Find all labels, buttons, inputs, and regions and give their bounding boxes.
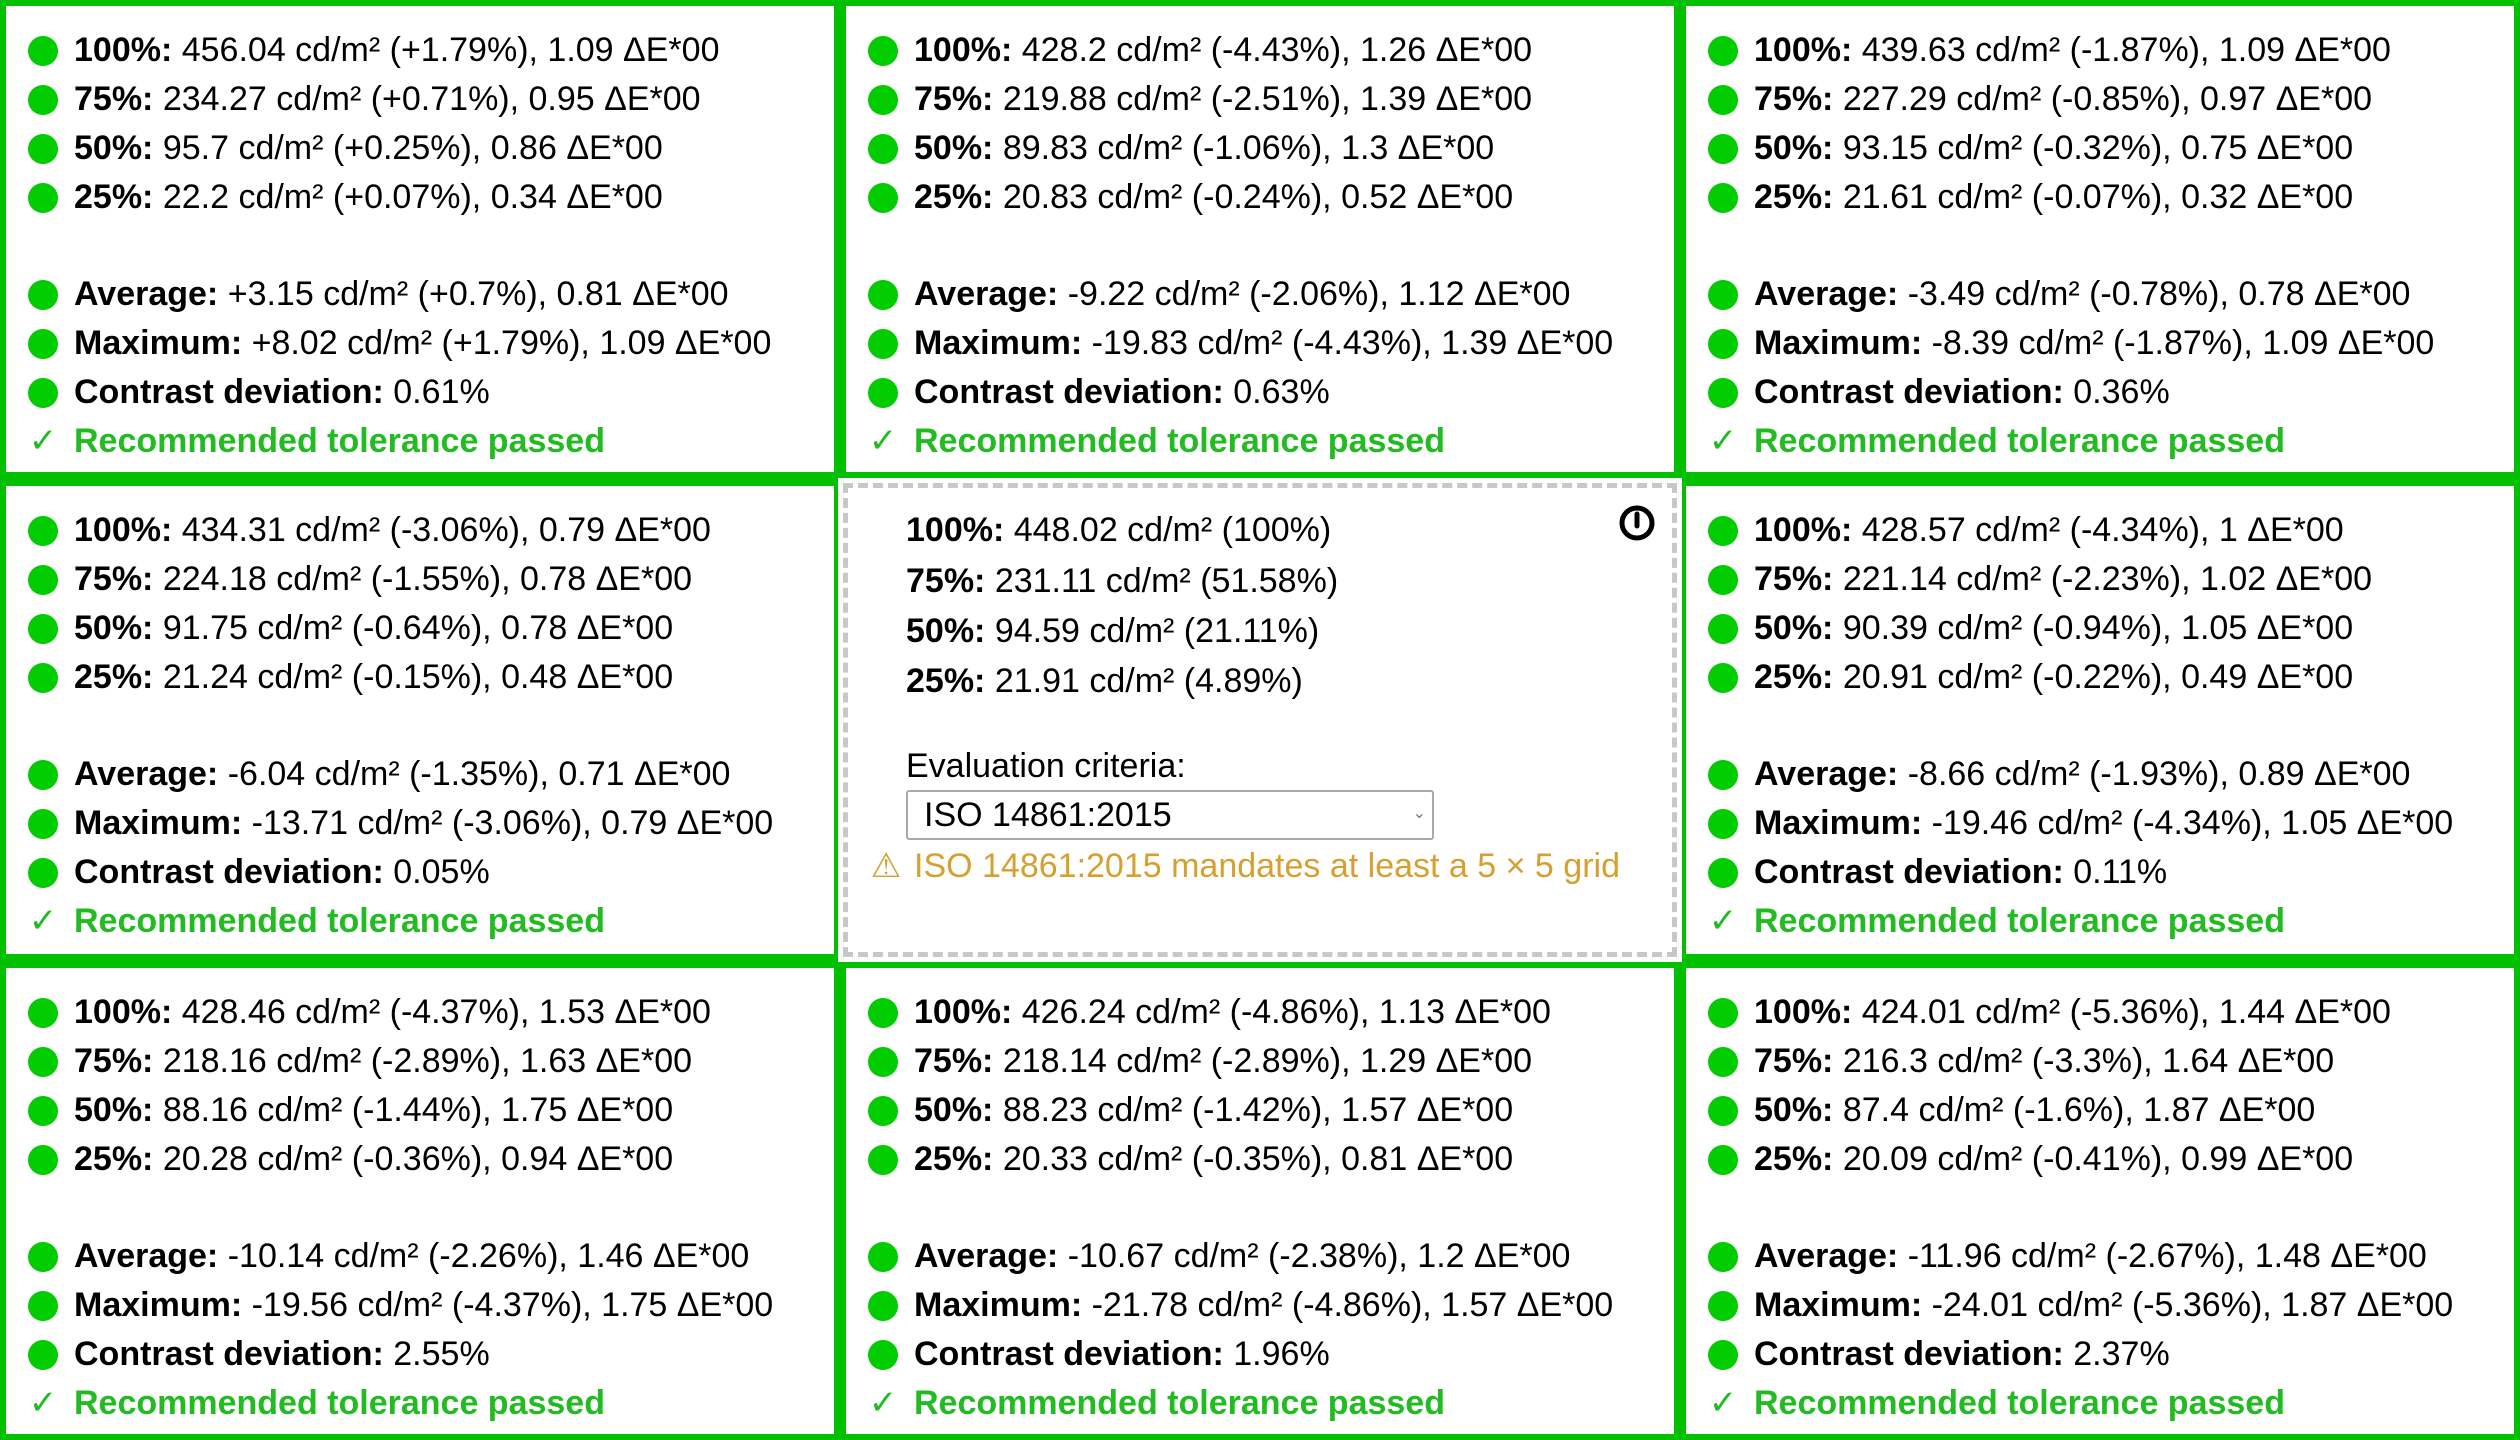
status-dot bbox=[28, 1242, 58, 1272]
status-dot bbox=[1708, 280, 1738, 310]
status-dot bbox=[868, 36, 898, 66]
status-dot bbox=[28, 1096, 58, 1126]
status-dot bbox=[868, 1047, 898, 1077]
status-dot bbox=[1708, 36, 1738, 66]
evaluation-criteria-value: ISO 14861:2015 bbox=[924, 796, 1172, 834]
status-dot bbox=[28, 378, 58, 408]
grid-cell-bottom-left: 100%: 428.46 cd/m² (-4.37%), 1.53 ΔE*00 … bbox=[6, 968, 834, 1434]
checkmark-icon: ✓ bbox=[28, 422, 58, 460]
status-dot bbox=[1708, 858, 1738, 888]
checkmark-icon: ✓ bbox=[28, 1384, 58, 1422]
status-dot bbox=[1708, 1047, 1738, 1077]
status-dot bbox=[28, 858, 58, 888]
status-dot bbox=[1708, 1096, 1738, 1126]
status-dot bbox=[868, 1340, 898, 1370]
status-dot bbox=[1708, 565, 1738, 595]
status-dot bbox=[868, 1242, 898, 1272]
status-dot bbox=[1708, 329, 1738, 359]
status-dot bbox=[868, 1096, 898, 1126]
reference-row-25: 25%: 21.91 cd/m² (4.89%) bbox=[906, 662, 1303, 700]
status-dot bbox=[28, 1047, 58, 1077]
grid-cell-bottom-center: 100%: 426.24 cd/m² (-4.86%), 1.13 ΔE*00 … bbox=[846, 968, 1674, 1434]
status-dot bbox=[1708, 663, 1738, 693]
evaluation-criteria-select[interactable]: ISO 14861:2015 ⌄ bbox=[906, 790, 1434, 840]
status-dot bbox=[28, 183, 58, 213]
reference-dashed-border bbox=[843, 483, 1677, 957]
status-dot bbox=[868, 134, 898, 164]
status-dot bbox=[28, 516, 58, 546]
status-dot bbox=[28, 85, 58, 115]
status-dot bbox=[1708, 809, 1738, 839]
status-dot bbox=[28, 1340, 58, 1370]
status-dot bbox=[868, 183, 898, 213]
status-dot bbox=[868, 329, 898, 359]
status-dot bbox=[1708, 614, 1738, 644]
status-dot bbox=[868, 1145, 898, 1175]
checkmark-icon: ✓ bbox=[1708, 902, 1738, 940]
grid-cell-middle-left: 100%: 434.31 cd/m² (-3.06%), 0.79 ΔE*00 … bbox=[6, 486, 834, 954]
grid-cell-center-reference: 100%: 448.02 cd/m² (100%) 75%: 231.11 cd… bbox=[838, 478, 1682, 962]
status-dot bbox=[868, 1291, 898, 1321]
grid-cell-top-right: 100%: 439.63 cd/m² (-1.87%), 1.09 ΔE*00 … bbox=[1686, 6, 2514, 472]
warning-text: ISO 14861:2015 mandates at least a 5 × 5… bbox=[914, 847, 1620, 885]
status-dot bbox=[28, 663, 58, 693]
reference-row-50: 50%: 94.59 cd/m² (21.11%) bbox=[906, 612, 1320, 650]
status-dot bbox=[1708, 760, 1738, 790]
status-dot bbox=[1708, 183, 1738, 213]
status-dot bbox=[1708, 134, 1738, 164]
status-dot bbox=[28, 565, 58, 595]
status-dot bbox=[28, 134, 58, 164]
grid-size-warning: ⚠ ISO 14861:2015 mandates at least a 5 × … bbox=[868, 844, 1620, 888]
status-dot bbox=[1708, 1340, 1738, 1370]
status-dot bbox=[868, 378, 898, 408]
status-dot bbox=[28, 329, 58, 359]
reference-row-100: 100%: 448.02 cd/m² (100%) bbox=[906, 511, 1332, 549]
status-dot bbox=[1708, 998, 1738, 1028]
reference-row-75: 75%: 231.11 cd/m² (51.58%) bbox=[906, 562, 1339, 600]
checkmark-icon: ✓ bbox=[1708, 1384, 1738, 1422]
evaluation-criteria-label: Evaluation criteria: bbox=[906, 747, 1186, 785]
status-dot bbox=[28, 1145, 58, 1175]
status-dot bbox=[1708, 516, 1738, 546]
status-dot bbox=[868, 998, 898, 1028]
status-dot bbox=[28, 760, 58, 790]
status-dot bbox=[28, 614, 58, 644]
status-dot bbox=[1708, 1242, 1738, 1272]
checkmark-icon: ✓ bbox=[868, 422, 898, 460]
chevron-down-icon: ⌄ bbox=[1412, 805, 1426, 822]
status-dot bbox=[1708, 378, 1738, 408]
status-dot bbox=[28, 36, 58, 66]
status-dot bbox=[28, 998, 58, 1028]
grid-cell-top-center: 100%: 428.2 cd/m² (-4.43%), 1.26 ΔE*00 7… bbox=[846, 6, 1674, 472]
checkmark-icon: ✓ bbox=[28, 902, 58, 940]
status-dot bbox=[28, 1291, 58, 1321]
grid-cell-top-left: 100%: 456.04 cd/m² (+1.79%), 1.09 ΔE*00 … bbox=[6, 6, 834, 472]
status-dot bbox=[1708, 1145, 1738, 1175]
checkmark-icon: ✓ bbox=[1708, 422, 1738, 460]
status-dot bbox=[1708, 1291, 1738, 1321]
status-dot bbox=[28, 280, 58, 310]
status-dot bbox=[28, 809, 58, 839]
power-icon[interactable] bbox=[1618, 504, 1656, 542]
warning-icon: ⚠ bbox=[870, 847, 902, 885]
grid-cell-bottom-right: 100%: 424.01 cd/m² (-5.36%), 1.44 ΔE*00 … bbox=[1686, 968, 2514, 1434]
status-dot bbox=[1708, 85, 1738, 115]
checkmark-icon: ✓ bbox=[868, 1384, 898, 1422]
status-dot bbox=[868, 280, 898, 310]
status-dot bbox=[868, 85, 898, 115]
grid-cell-middle-right: 100%: 428.57 cd/m² (-4.34%), 1 ΔE*00 75%… bbox=[1686, 486, 2514, 954]
